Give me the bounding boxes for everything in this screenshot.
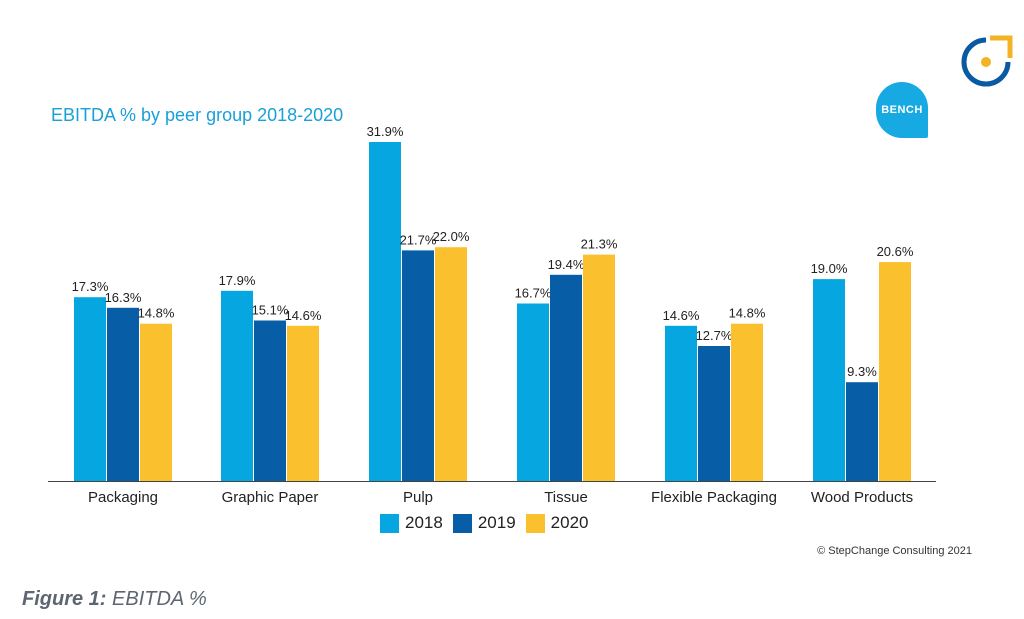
data-label: 19.0% <box>811 261 848 276</box>
caption-text: EBITDA % <box>106 588 207 610</box>
data-label: 19.4% <box>548 257 585 272</box>
data-label: 14.6% <box>285 308 322 323</box>
bar-2020-wood-products <box>879 262 911 481</box>
legend-item-2020: 2020 <box>525 513 589 533</box>
data-label: 14.8% <box>729 306 766 321</box>
legend-swatch <box>452 513 472 533</box>
bar-2020-pulp <box>435 247 467 481</box>
legend-swatch <box>380 513 399 533</box>
data-label: 17.3% <box>72 279 109 294</box>
bar-2019-tissue <box>550 274 582 481</box>
x-tick-label: Flexible Packaging <box>651 489 777 506</box>
bar-2019-packaging <box>107 307 139 481</box>
bar-2019-graphic-paper <box>254 320 286 481</box>
bar-2018-tissue <box>517 303 549 481</box>
caption-label: Figure 1: <box>22 588 107 610</box>
data-label: 14.8% <box>138 306 175 321</box>
bar-2018-pulp <box>369 142 401 481</box>
x-tick-label: Tissue <box>544 489 588 506</box>
data-label: 22.0% <box>433 229 470 244</box>
bar-2020-packaging <box>140 323 172 481</box>
legend-label: 2019 <box>477 513 516 532</box>
bar-2020-tissue <box>583 254 615 481</box>
data-label: 17.9% <box>219 273 256 288</box>
legend: 2018 2019 2020 <box>380 512 588 534</box>
bar-2019-flexible-packaging <box>698 346 730 481</box>
chart-title: EBITDA % by peer group 2018-2020 <box>51 105 344 125</box>
bar-2018-wood-products <box>813 279 845 481</box>
data-label: 21.7% <box>400 232 437 247</box>
chart-canvas: 17.3%16.3%14.8%Packaging17.9%15.1%14.6%G… <box>48 124 936 506</box>
bar-2019-pulp <box>402 250 434 481</box>
data-label: 16.7% <box>515 286 552 301</box>
bar-2020-flexible-packaging <box>731 323 763 481</box>
data-label: 9.3% <box>847 364 877 379</box>
copyright-text: © StepChange Consulting 2021 <box>817 545 972 557</box>
legend-item-2019: 2019 <box>452 513 516 533</box>
bar-2018-packaging <box>74 297 106 481</box>
x-tick-label: Wood Products <box>811 489 913 506</box>
bar-2019-wood-products <box>846 382 878 481</box>
bar-2020-graphic-paper <box>287 325 319 481</box>
data-label: 20.6% <box>877 244 914 259</box>
data-label: 15.1% <box>252 303 289 318</box>
data-label: 21.3% <box>581 237 618 252</box>
chart-container: 17.3% 16.3% 14.8% Packaging 17.9% 15.1% 14.6% G… <box>48 105 936 534</box>
legend-swatch <box>525 513 545 533</box>
bench-badge: BENCH <box>876 82 928 138</box>
x-tick-label: Pulp <box>403 489 433 506</box>
data-label: 31.9% <box>367 124 404 139</box>
data-label: 14.6% <box>663 308 700 323</box>
x-tick-label: Graphic Paper <box>222 489 319 506</box>
legend-label: 2018 <box>405 513 443 532</box>
bar-2018-graphic-paper <box>221 290 253 481</box>
x-tick-label: Packaging <box>88 489 158 506</box>
bar-2018-flexible-packaging <box>665 325 697 481</box>
legend-item-2018: 2018 <box>380 513 443 533</box>
data-label: 12.7% <box>696 328 733 343</box>
legend-label: 2020 <box>550 513 589 532</box>
data-label: 16.3% <box>105 290 142 305</box>
figure-caption: Figure 1: EBITDA % <box>22 588 207 611</box>
stepchange-logo-icon <box>961 35 1013 87</box>
